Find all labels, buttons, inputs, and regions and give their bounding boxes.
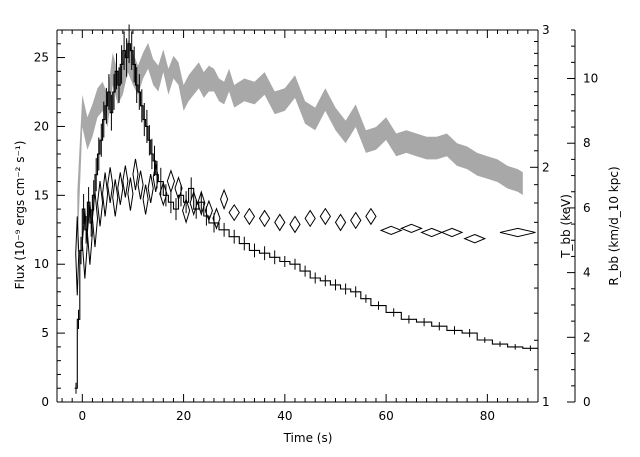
- temperature-diamond: [81, 210, 88, 279]
- temperature-diamond: [137, 170, 144, 200]
- y-tick-label-flux: 10: [34, 257, 49, 271]
- y-tick-label-flux: 20: [34, 119, 49, 133]
- temperature-diamond: [127, 177, 134, 211]
- y-tick-label-radius: 6: [583, 201, 591, 215]
- radius-band-layer: [77, 39, 523, 257]
- flux-step-line: [74, 43, 538, 389]
- temperature-diamond: [86, 202, 93, 265]
- axes-layer: 0 20 40 60 80 0 5 10 15 20 25 1 2 3 0 2 4 6 8 10: [34, 23, 599, 423]
- data-layer: [74, 24, 538, 394]
- temperature-diamond: [212, 207, 221, 230]
- temperature-diamond: [122, 165, 129, 198]
- temperature-diamond: [189, 190, 198, 217]
- temperature-diamond: [220, 188, 229, 211]
- temperature-diamond: [97, 181, 104, 227]
- temperature-diamond: [365, 207, 377, 226]
- temperature-diamond: [379, 225, 403, 236]
- temperature-diamond: [274, 213, 286, 232]
- y-tick-label-flux: 0: [41, 395, 49, 409]
- temperature-diamond: [91, 191, 99, 248]
- x-tick-label: 0: [78, 409, 86, 423]
- temperature-diamond: [289, 215, 301, 234]
- y-tick-label-radius: 10: [583, 72, 598, 86]
- y-tick-label-radius: 8: [583, 136, 591, 150]
- temperature-diamond: [204, 199, 213, 222]
- temperature-diamond: [319, 207, 332, 226]
- temperature-diamond: [132, 158, 139, 191]
- temperature-diamond: [112, 179, 119, 217]
- temperature-diamond: [182, 197, 191, 225]
- temperature-diamond: [258, 209, 271, 228]
- temperature-diamond: [107, 167, 114, 204]
- y-axis-title-radius: R_bb (km/d_10 kpc): [607, 166, 621, 285]
- y-tick-label-temperature: 2: [542, 160, 550, 174]
- x-tick-label: 40: [277, 409, 292, 423]
- temperature-diamond: [499, 227, 536, 238]
- y-tick-label-radius: 0: [583, 395, 591, 409]
- temperature-diamond: [142, 184, 149, 215]
- x-tick-label: 80: [480, 409, 495, 423]
- temperature-diamond: [440, 227, 464, 238]
- temperature-diamond: [399, 223, 423, 233]
- y-tick-label-temperature: 3: [542, 23, 550, 37]
- temperature-diamond: [166, 169, 175, 194]
- temperature-diamond: [75, 216, 80, 296]
- y-axis-title-flux: Flux (10⁻⁹ ergs cm⁻² s⁻¹): [13, 141, 27, 290]
- temperature-diamond: [243, 207, 256, 226]
- temperature-diamond: [350, 211, 362, 230]
- temperature-diamond: [152, 163, 159, 192]
- y-tick-label-temperature: 1: [542, 395, 550, 409]
- y-tick-label-radius: 4: [583, 266, 591, 280]
- x-tick-label: 20: [176, 409, 191, 423]
- axis-titles: Time (s) Flux (10⁻⁹ ergs cm⁻² s⁻¹) T_bb …: [13, 141, 621, 445]
- y-tick-label-flux: 5: [41, 326, 49, 340]
- temperature-diamond: [117, 172, 124, 205]
- x-tick-label: 60: [378, 409, 393, 423]
- temperature-diamond: [304, 209, 316, 228]
- temperature-diamond: [159, 181, 168, 207]
- temperature-diamond: [420, 227, 444, 238]
- x-axis-title: Time (s): [283, 431, 333, 445]
- temperature-diamond: [174, 176, 183, 201]
- temperature-diamond: [102, 172, 109, 217]
- radius-band: [77, 39, 523, 257]
- y-axis-title-temperature: T_bb (keV): [559, 194, 573, 259]
- temperature-diamond: [147, 174, 154, 204]
- y-tick-label-flux: 15: [34, 188, 49, 202]
- y-tick-label-radius: 2: [583, 330, 591, 344]
- temperature-diamond: [334, 213, 347, 232]
- temperature-diamond: [228, 203, 240, 222]
- temperature-diamond: [197, 190, 206, 217]
- temperature-diamond: [463, 233, 487, 244]
- y-tick-label-flux: 25: [34, 51, 49, 65]
